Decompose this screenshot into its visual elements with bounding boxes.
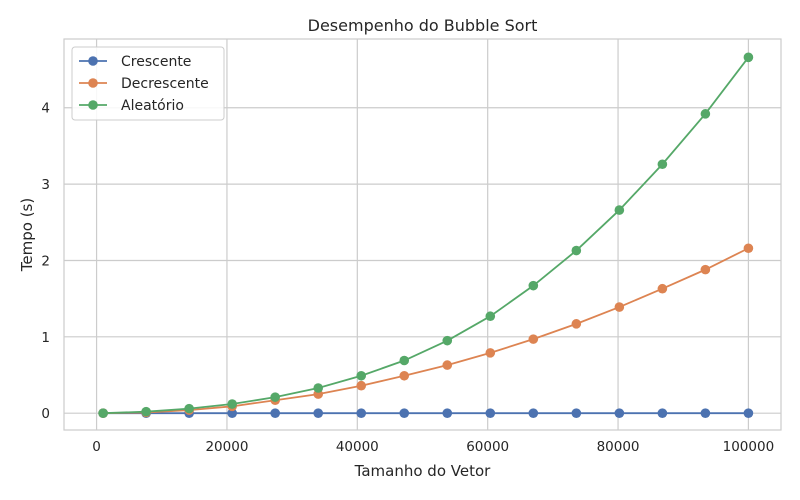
data-point: [399, 408, 410, 418]
data-point: [442, 408, 453, 418]
data-point: [657, 159, 668, 170]
data-point: [571, 319, 582, 329]
data-point: [356, 370, 367, 381]
data-point: [270, 408, 280, 418]
data-point: [700, 408, 711, 418]
data-point: [657, 408, 668, 418]
legend-label: Decrescente: [121, 76, 209, 92]
data-point: [184, 403, 194, 414]
legend: Crescente Decrescente Aleatório: [71, 46, 225, 121]
x-tick-label: 0: [92, 439, 101, 455]
y-axis-label: Tempo (s): [18, 198, 36, 272]
legend-item: Aleatório: [79, 98, 184, 114]
x-axis-label: Tamanho do Vetor: [354, 462, 491, 480]
y-tick-label: 2: [41, 253, 50, 269]
data-point: [743, 408, 754, 418]
data-point: [227, 408, 237, 418]
data-point: [614, 302, 625, 312]
x-tick-label: 80000: [597, 439, 640, 455]
data-point: [313, 383, 324, 393]
y-tick-label: 3: [41, 177, 50, 193]
y-tick-label: 4: [41, 101, 50, 117]
y-tick-label: 1: [41, 330, 50, 346]
data-point: [442, 335, 453, 346]
data-point: [356, 408, 367, 418]
data-point: [657, 283, 668, 294]
data-point: [399, 370, 410, 381]
x-tick-label: 20000: [205, 439, 248, 455]
data-point: [528, 280, 539, 291]
series-layer: [98, 52, 754, 418]
series-decrescente: [98, 243, 754, 418]
legend-marker: [88, 78, 98, 88]
data-point: [700, 109, 711, 119]
data-point: [399, 355, 410, 366]
data-point: [313, 408, 324, 418]
legend-label: Crescente: [121, 54, 191, 70]
data-point: [356, 380, 367, 391]
series-line: [103, 56, 750, 415]
legend-box: [71, 46, 225, 121]
data-point: [571, 408, 582, 418]
data-point: [700, 264, 711, 275]
data-point: [485, 311, 496, 322]
legend-label: Aleatório: [121, 98, 184, 114]
y-tick-label: 0: [41, 406, 50, 422]
series-aleatório: [98, 52, 754, 418]
data-point: [485, 408, 496, 418]
data-point: [270, 392, 280, 402]
series-line: [103, 247, 749, 415]
data-point: [614, 205, 625, 215]
data-point: [571, 245, 582, 256]
data-point: [227, 399, 237, 409]
data-point: [528, 334, 539, 344]
data-point: [485, 348, 496, 358]
tick-labels: 0 20000 40000 60000 80000 100000 0 1 2 3 4: [41, 101, 774, 455]
x-tick-label: 40000: [336, 439, 379, 455]
data-point: [442, 360, 453, 370]
data-point: [98, 408, 108, 418]
data-point: [743, 243, 754, 254]
data-point: [614, 408, 625, 418]
x-tick-label: 60000: [466, 439, 509, 455]
legend-item: Decrescente: [79, 76, 209, 92]
x-tick-label: 100000: [723, 439, 775, 455]
data-point: [141, 406, 151, 417]
legend-marker: [88, 100, 98, 110]
plot-frame: [63, 38, 782, 431]
chart-title: Desempenho do Bubble Sort: [308, 16, 538, 35]
legend-item: Crescente: [79, 54, 191, 70]
data-point: [528, 408, 539, 418]
data-point: [743, 52, 754, 63]
legend-marker: [88, 56, 98, 66]
